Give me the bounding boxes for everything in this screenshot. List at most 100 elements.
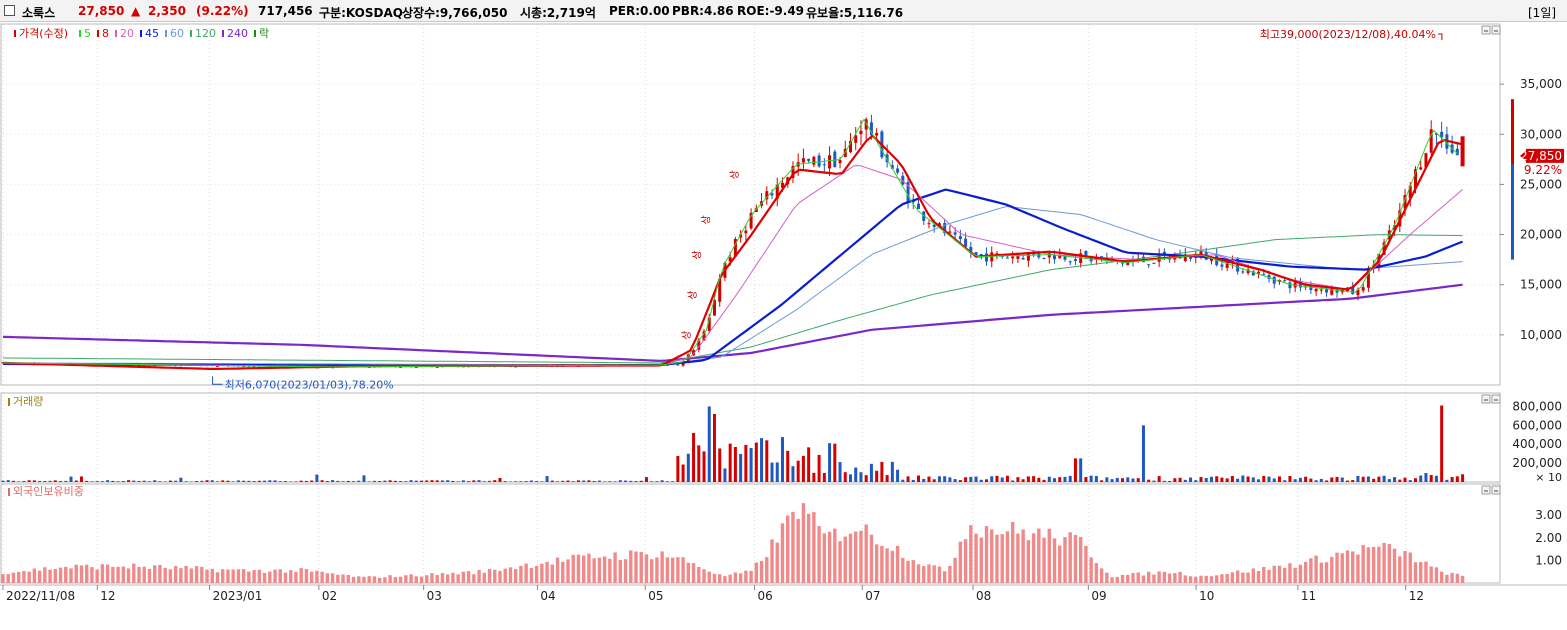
candle-body <box>1440 131 1444 138</box>
foreign-ratio-bar <box>1225 573 1229 583</box>
volume-bar <box>728 443 732 482</box>
foreign-pane-title: 외국인보유비중 <box>13 485 84 498</box>
volume-bar <box>665 481 669 482</box>
minimize-pane-button[interactable] <box>1481 485 1491 495</box>
foreign-ratio-bar <box>351 576 356 583</box>
volume-bar <box>508 481 512 482</box>
maximize-pane-button[interactable] <box>1491 394 1501 404</box>
foreign-ratio-bar <box>1392 548 1397 583</box>
foreign-ratio-bar <box>1335 552 1339 583</box>
volume-bar <box>917 475 921 482</box>
volume-bar <box>948 477 952 482</box>
foreign-ratio-bar <box>404 575 408 583</box>
candle-body <box>1382 242 1386 255</box>
volume-bar <box>1345 480 1349 482</box>
volume-bar <box>1016 477 1020 482</box>
foreign-ratio-bar <box>231 569 235 583</box>
foreign-ratio-bar <box>226 569 230 583</box>
foreign-ratio-bar <box>1267 569 1271 583</box>
candle-body <box>749 212 753 229</box>
candle-body <box>1016 256 1020 259</box>
volume-bar <box>357 480 361 482</box>
candle-body <box>995 253 999 255</box>
candle-body <box>1068 261 1072 263</box>
candle-body <box>1419 167 1423 170</box>
volume-bar <box>461 480 465 482</box>
foreign-ratio-bar <box>1063 537 1067 583</box>
foreign-ratio-bar <box>1387 544 1392 583</box>
foreign-ratio-bar <box>58 567 63 583</box>
volume-bar <box>1157 476 1161 482</box>
candle-body <box>791 166 795 178</box>
candle-body <box>1283 280 1287 282</box>
legend-item-lock: 락 <box>259 27 269 40</box>
volume-bar <box>440 480 444 482</box>
candle-body <box>1319 289 1323 291</box>
foreign-ratio-bar <box>864 524 868 583</box>
volume-bar <box>1147 479 1151 482</box>
foreign-ratio-bar <box>718 574 722 583</box>
foreign-ratio-bar <box>121 566 126 583</box>
volume-bar <box>1189 477 1193 482</box>
maximize-pane-button[interactable] <box>1491 25 1501 35</box>
volume-bar <box>210 480 214 482</box>
volume-bar <box>1073 458 1077 482</box>
foreign-ratio-bar <box>1199 575 1203 583</box>
foreign-ratio-bar <box>398 576 403 583</box>
foreign-ratio-bar <box>1136 572 1140 583</box>
foreign-ratio-bar <box>158 564 162 583</box>
period-selector[interactable]: [1일] <box>1528 6 1557 20</box>
volume-bar <box>278 481 282 482</box>
volume-bar <box>310 480 314 482</box>
volume-bar <box>1032 476 1036 482</box>
x-tick-label: 02 <box>322 589 337 603</box>
foreign-ratio-bar <box>215 572 220 583</box>
minimize-pane-button[interactable] <box>1481 25 1491 35</box>
foreign-ratio-bar <box>466 571 471 583</box>
high-arrow-icon <box>1437 33 1443 41</box>
foreign-ratio-bar <box>639 551 643 583</box>
candle-body <box>1361 287 1365 291</box>
foreign-ratio-bar <box>95 569 99 583</box>
limit-up-marker: 상 <box>692 250 704 259</box>
foreign-ratio-bar <box>257 569 262 583</box>
volume-bar <box>231 481 235 482</box>
foreign-ratio-bar <box>791 511 795 583</box>
volume-bar <box>273 480 277 482</box>
volume-bar <box>1162 480 1166 482</box>
volume-bar <box>1194 480 1198 482</box>
volume-bar <box>43 481 47 482</box>
candle-body <box>885 154 889 163</box>
foreign-ratio-bar <box>1403 551 1407 583</box>
volume-bar <box>535 481 539 482</box>
volume-bar <box>482 481 486 482</box>
volume-bar <box>739 453 743 482</box>
volume-bar <box>1047 476 1051 482</box>
low-arrow-icon <box>212 376 223 385</box>
volume-bar <box>294 481 298 482</box>
volume-bar <box>1272 478 1276 482</box>
foreign-ratio-bar <box>529 567 534 583</box>
minimize-pane-button[interactable] <box>1481 394 1491 404</box>
volume-bar <box>69 476 73 482</box>
foreign-ratio-bar <box>1021 529 1025 583</box>
volume-bar <box>1377 476 1381 482</box>
stock-name[interactable]: 소룩스 <box>22 6 56 20</box>
legend-item-ma60: 60 <box>170 27 184 40</box>
checkbox-icon[interactable] <box>4 5 15 16</box>
foreign-ratio-bar <box>838 541 842 583</box>
volume-bar <box>200 480 204 482</box>
volume-bar <box>11 480 15 482</box>
legend-swatch <box>115 30 117 37</box>
foreign-ratio-bar <box>995 534 999 583</box>
volume-bar <box>142 480 146 482</box>
volume-bar <box>749 447 753 482</box>
volume-bar <box>1403 477 1407 482</box>
foreign-ratio-bar <box>304 568 309 583</box>
maximize-pane-button[interactable] <box>1491 485 1501 495</box>
candle-body <box>1189 257 1193 259</box>
volume-bar <box>1283 480 1287 482</box>
volume-bar <box>341 481 345 482</box>
volume-bar <box>493 480 497 482</box>
pane-controls[interactable] <box>1481 25 1501 495</box>
